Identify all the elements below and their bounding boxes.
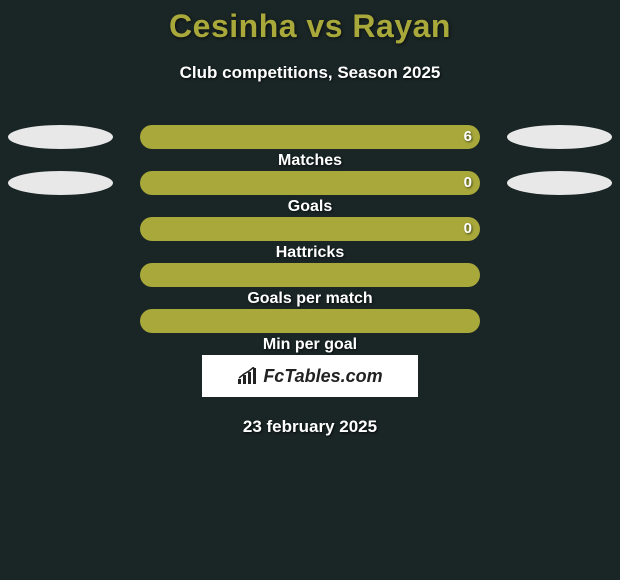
date-label: 23 february 2025	[0, 417, 620, 437]
stat-value-right: 0	[464, 171, 472, 195]
bar-background	[140, 171, 480, 195]
bar-background	[140, 125, 480, 149]
page-title: Cesinha vs Rayan	[0, 8, 620, 45]
logo-box: FcTables.com	[202, 355, 418, 397]
stat-label: Matches	[140, 149, 480, 173]
bar-background	[140, 309, 480, 333]
stat-rows: Matches6Goals0Hattricks0Goals per matchM…	[0, 125, 620, 333]
bar-wrapper: Goals per match	[140, 263, 480, 287]
chart-icon	[237, 367, 259, 385]
stat-row: Goals per match	[0, 263, 620, 287]
stat-value-right: 0	[464, 217, 472, 241]
stat-label: Hattricks	[140, 241, 480, 265]
stat-label: Goals	[140, 195, 480, 219]
ellipse-left	[8, 125, 113, 149]
stat-row: Matches6	[0, 125, 620, 149]
bar-wrapper: Hattricks	[140, 217, 480, 241]
bar-background	[140, 263, 480, 287]
ellipse-right	[507, 125, 612, 149]
bar-wrapper: Goals	[140, 171, 480, 195]
bar-wrapper: Matches	[140, 125, 480, 149]
stat-row: Min per goal	[0, 309, 620, 333]
logo: FcTables.com	[237, 366, 382, 387]
stat-row: Hattricks0	[0, 217, 620, 241]
stat-label: Min per goal	[140, 333, 480, 357]
ellipse-right	[507, 171, 612, 195]
comparison-infographic: Cesinha vs Rayan Club competitions, Seas…	[0, 0, 620, 437]
stat-value-right: 6	[464, 125, 472, 149]
page-subtitle: Club competitions, Season 2025	[0, 63, 620, 83]
bar-wrapper: Min per goal	[140, 309, 480, 333]
bar-background	[140, 217, 480, 241]
ellipse-left	[8, 171, 113, 195]
stat-label: Goals per match	[140, 287, 480, 311]
stat-row: Goals0	[0, 171, 620, 195]
logo-text: FcTables.com	[263, 366, 382, 387]
